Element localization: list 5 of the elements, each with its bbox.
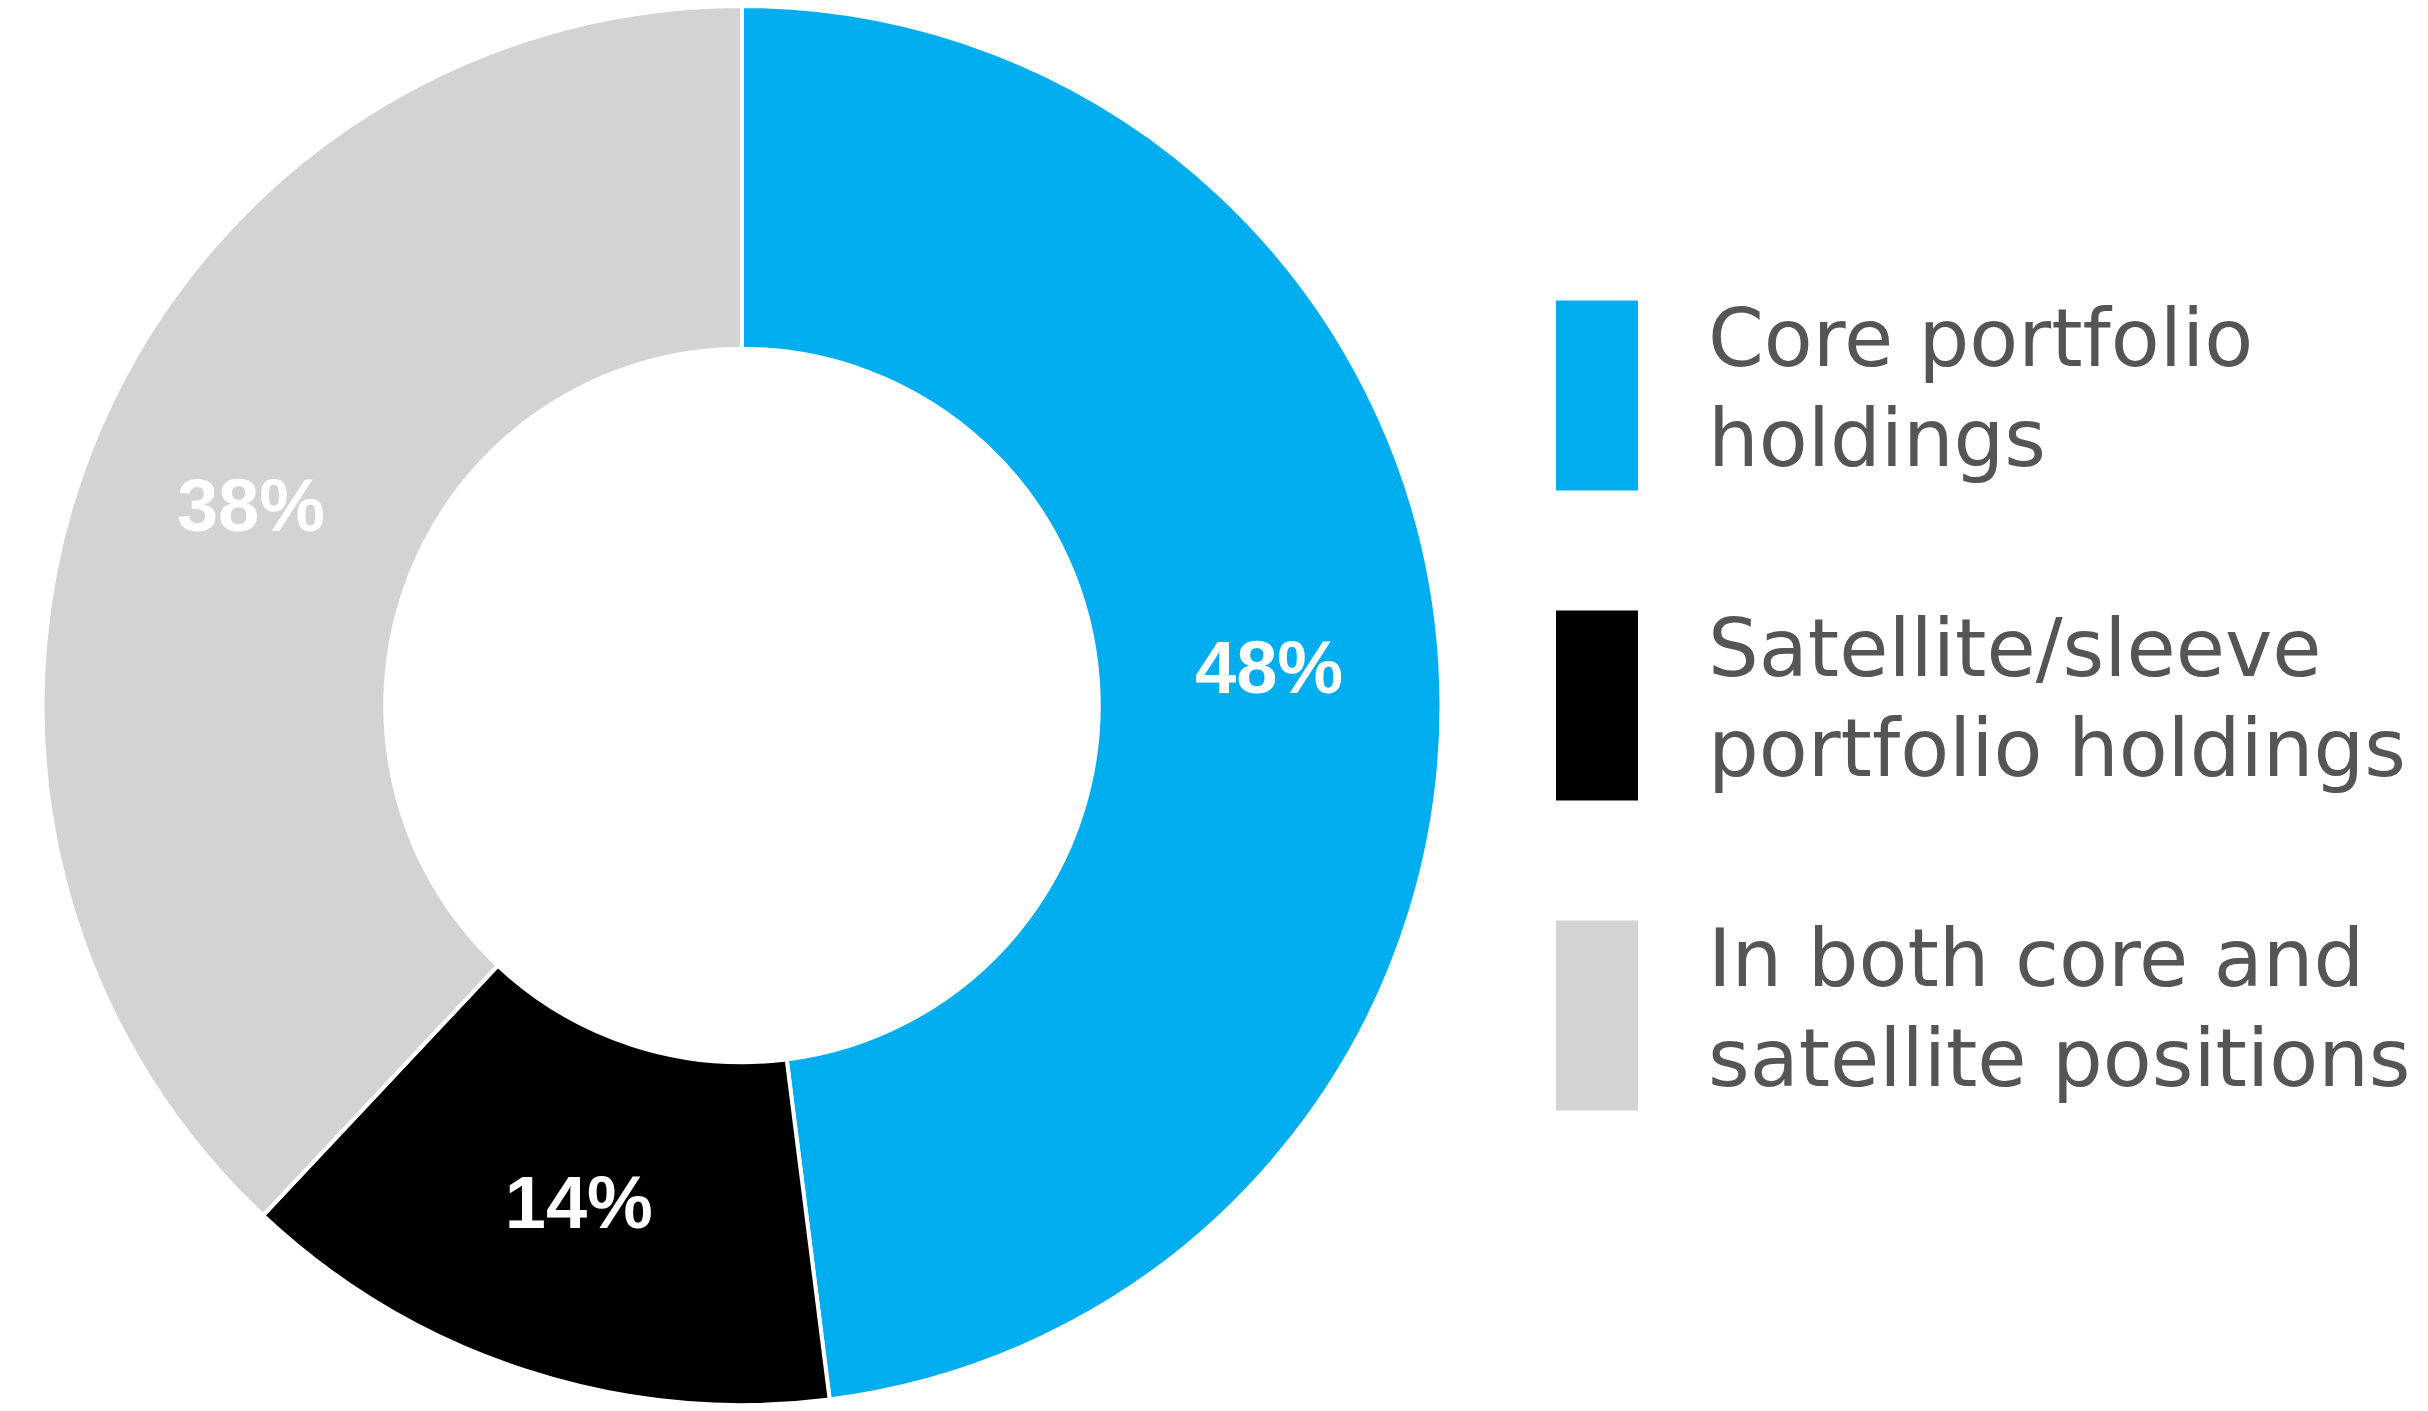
data-label: 48% [1195, 625, 1344, 709]
legend-label: Satellite/sleeve portfolio holdings [1708, 602, 2406, 796]
legend-label: Core portfolio holdings [1708, 292, 2254, 486]
data-label: 14% [504, 1161, 653, 1245]
legend-label: In both core and satellite positions [1708, 912, 2411, 1106]
